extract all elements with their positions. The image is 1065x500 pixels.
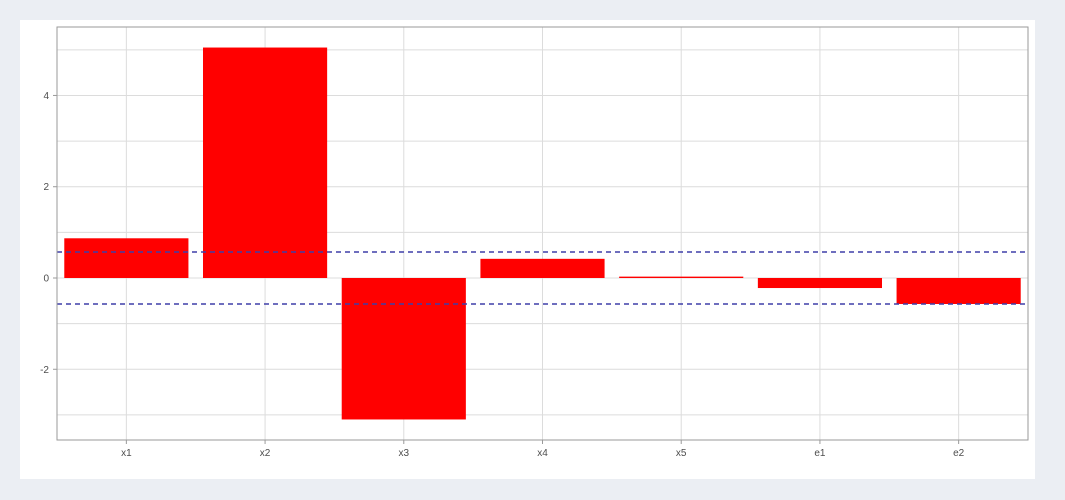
chart-card <box>20 20 1035 479</box>
x-tick-label: x4 <box>537 448 548 459</box>
x-tick-label: e1 <box>814 448 826 459</box>
y-tick-label: 2 <box>43 182 49 193</box>
x-tick-label: x2 <box>260 448 271 459</box>
bar-x3 <box>341 277 466 420</box>
bar-x1 <box>64 238 189 278</box>
y-tick-label: 4 <box>43 91 49 102</box>
bar-x5 <box>619 276 744 278</box>
y-tick-label: 0 <box>43 273 49 284</box>
x-tick-label: e2 <box>953 448 965 459</box>
bar-x2 <box>202 47 328 278</box>
grid-lines <box>57 27 1028 440</box>
bar-x4 <box>480 258 605 278</box>
x-axis-ticks: x1 x2 x3 x4 x5 e1 e2 <box>121 440 965 459</box>
x-tick-label: x1 <box>121 448 132 459</box>
bar-e2 <box>896 277 1021 305</box>
x-tick-label: x5 <box>676 448 687 459</box>
bar-e1 <box>757 277 883 289</box>
y-axis-ticks: -2 0 2 4 <box>40 91 57 376</box>
x-tick-label: x3 <box>399 448 410 459</box>
y-tick-label: -2 <box>40 365 49 376</box>
bars <box>64 47 1021 420</box>
